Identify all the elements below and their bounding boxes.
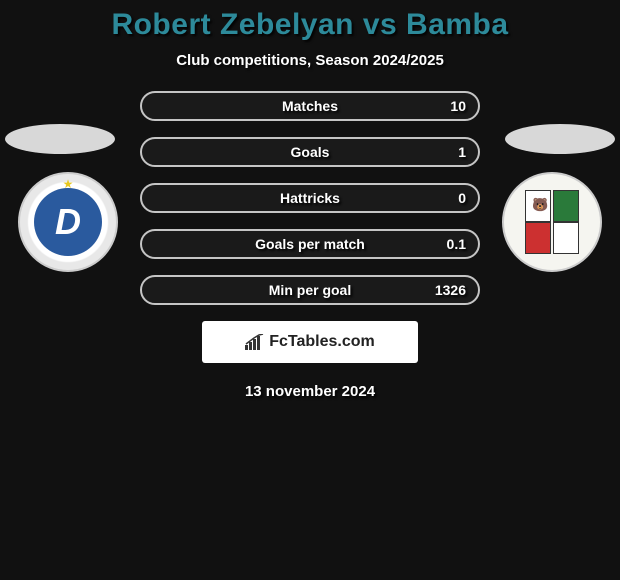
stat-row-mpg: Min per goal 1326 [140, 275, 480, 305]
season-subtitle: Club competitions, Season 2024/2025 [0, 52, 620, 69]
comparison-card: Robert Zebelyan vs Bamba Club competitio… [0, 0, 620, 400]
stat-right-value: 0 [458, 190, 466, 206]
stat-right-value: 1326 [435, 282, 466, 298]
stat-right-value: 0.1 [447, 236, 466, 252]
stat-label: Min per goal [269, 282, 351, 298]
brand-badge[interactable]: FcTables.com [202, 321, 418, 363]
club-logo-left: ★ D [18, 172, 118, 272]
shield-icon: 🐻 [521, 186, 583, 258]
page-title: Robert Zebelyan vs Bamba [0, 8, 620, 42]
stat-row-gpm: Goals per match 0.1 [140, 229, 480, 259]
club-logo-right: 🐻 [502, 172, 602, 272]
brand-text: FcTables.com [269, 333, 375, 351]
stat-label: Goals [291, 144, 330, 160]
player-right-placeholder [505, 124, 615, 154]
bear-icon: 🐻 [532, 197, 548, 213]
stat-label: Matches [282, 98, 338, 114]
player-left-placeholder [5, 124, 115, 154]
stat-row-matches: Matches 10 [140, 91, 480, 121]
stat-row-hattricks: Hattricks 0 [140, 183, 480, 213]
stat-right-value: 1 [458, 144, 466, 160]
smorgon-logo: 🐻 [502, 172, 602, 272]
dinamo-logo: ★ D [18, 172, 118, 272]
stat-right-value: 10 [450, 98, 466, 114]
stat-label: Goals per match [255, 236, 365, 252]
dinamo-letter: D [34, 188, 102, 256]
stat-bars: Matches 10 Goals 1 Hattricks 0 Goals per… [140, 91, 480, 305]
stat-row-goals: Goals 1 [140, 137, 480, 167]
stat-label: Hattricks [280, 190, 340, 206]
date-text: 13 november 2024 [0, 383, 620, 400]
chart-icon [245, 334, 265, 350]
